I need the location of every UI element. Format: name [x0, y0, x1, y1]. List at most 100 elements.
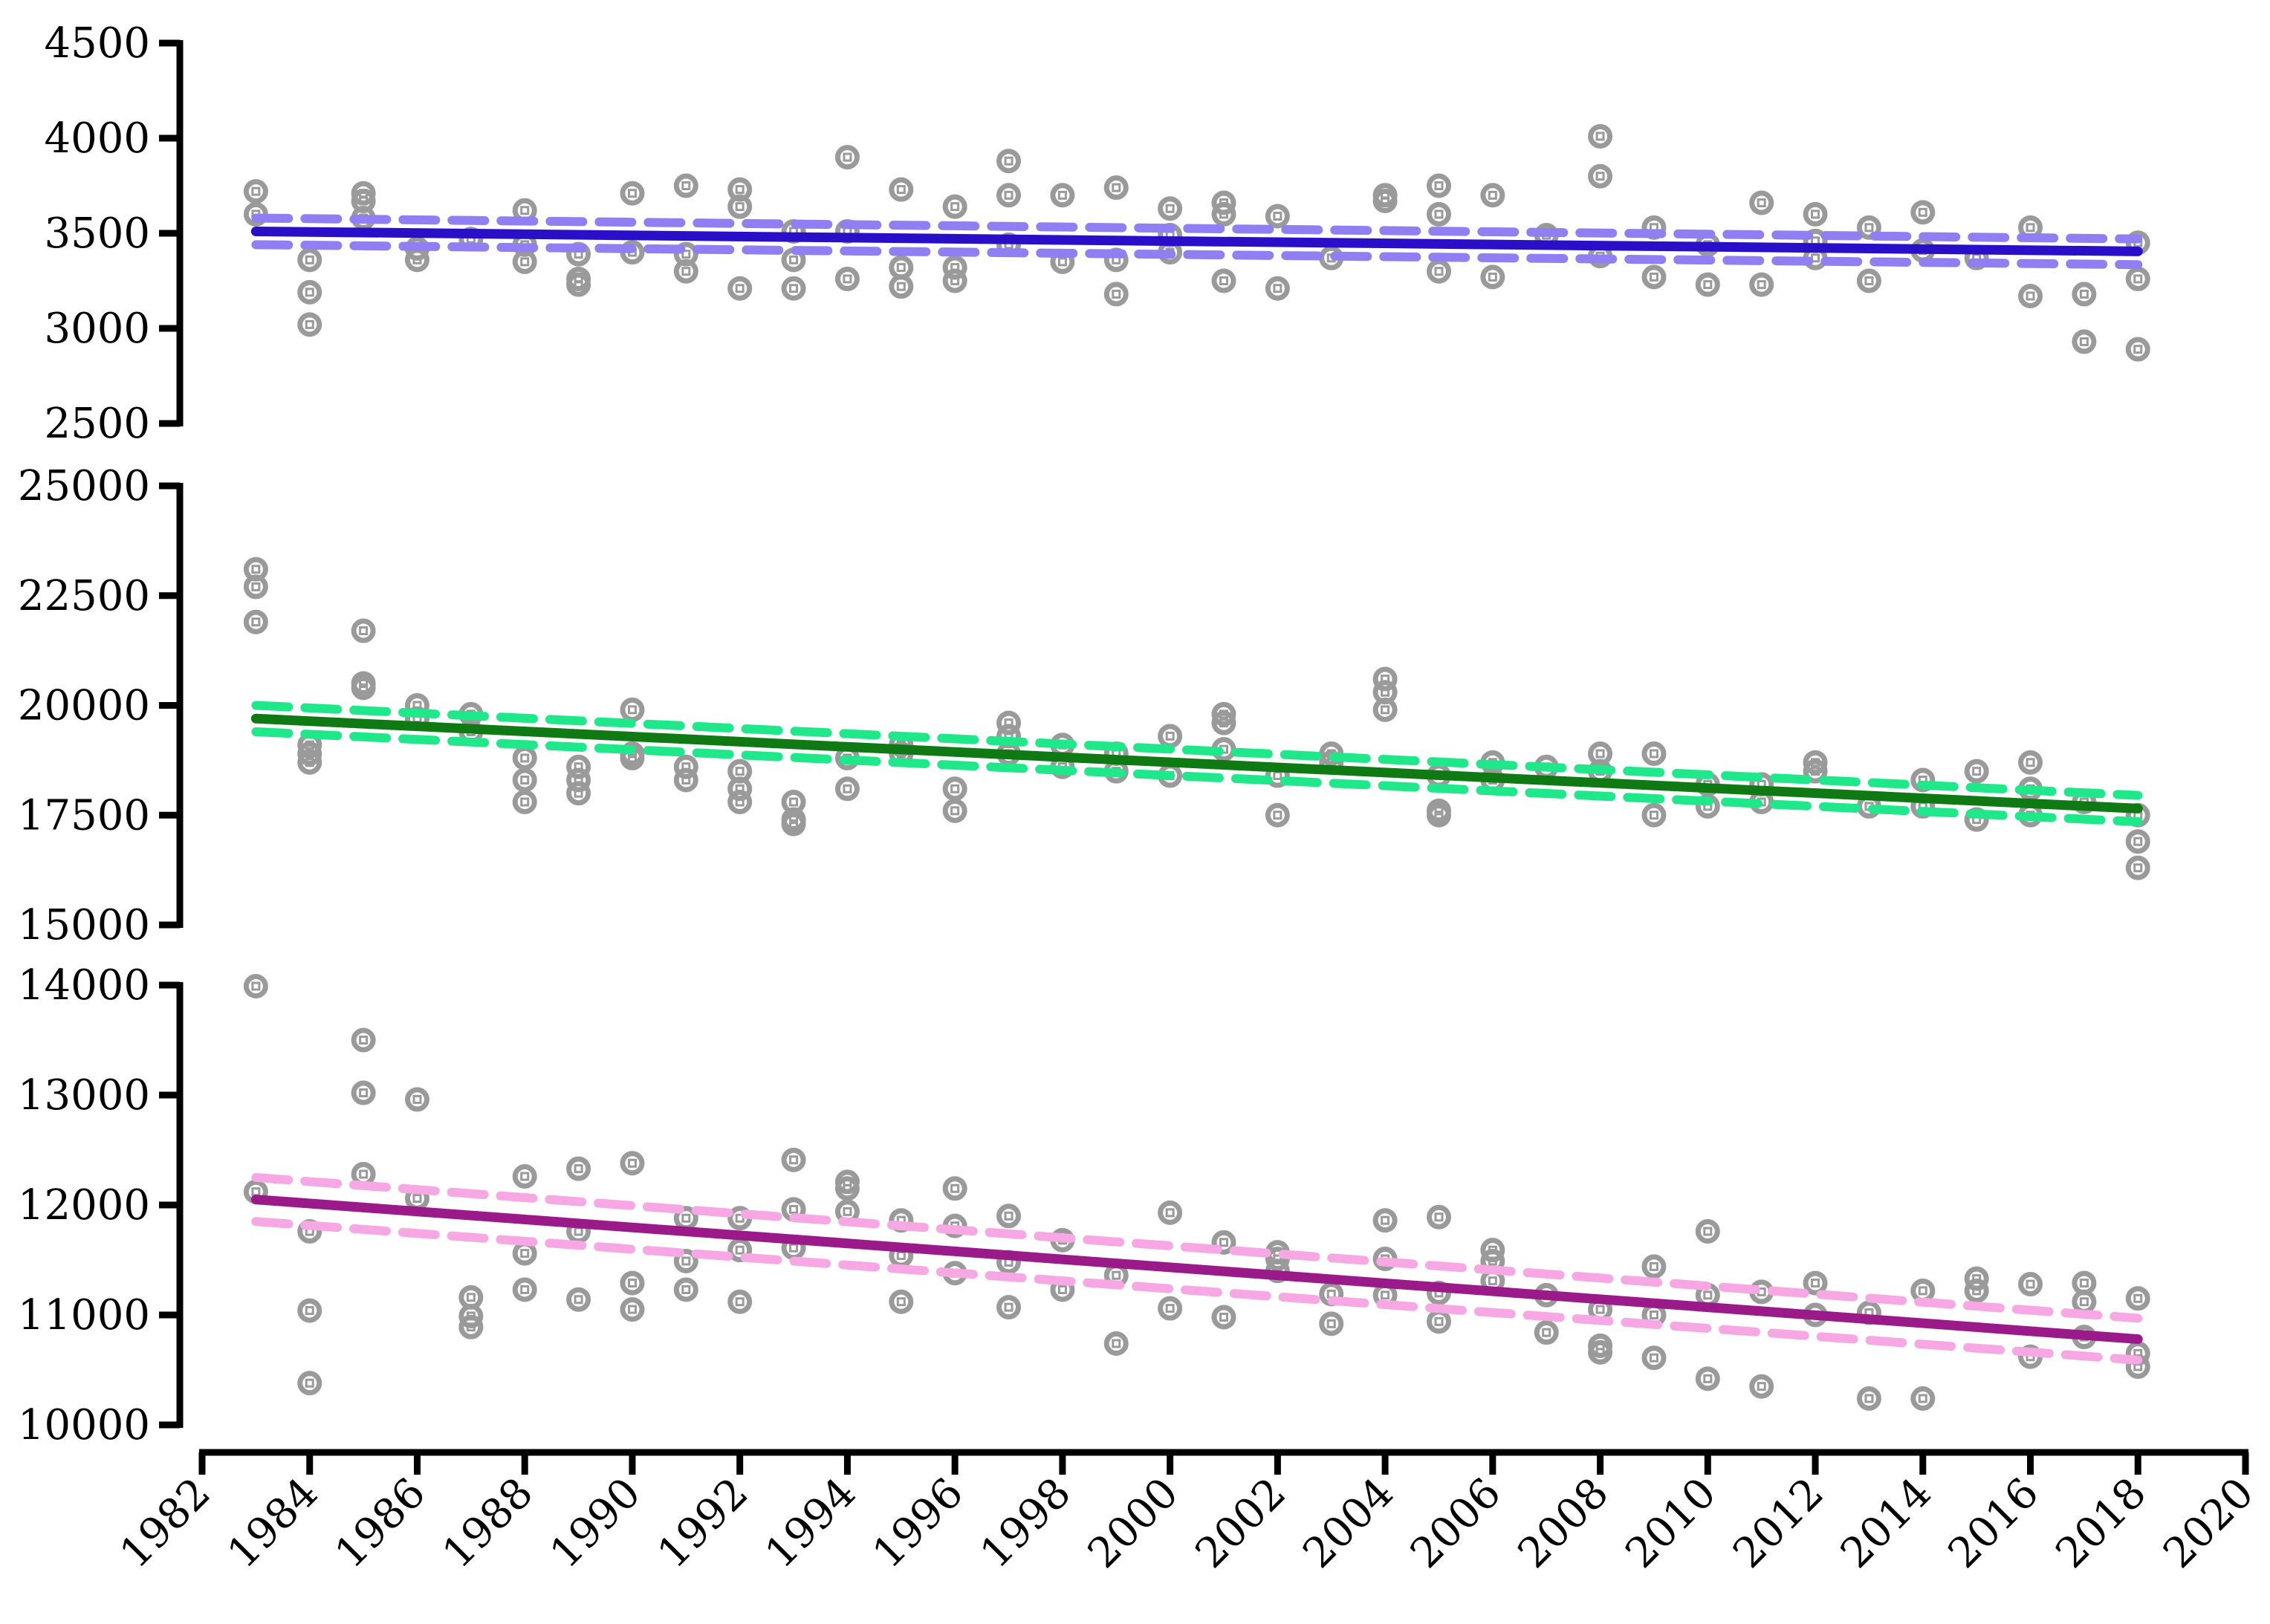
- data-point: [620, 1297, 645, 1322]
- x-tick-label: 1996: [863, 1469, 973, 1578]
- data-point: [942, 798, 967, 823]
- data-point: [512, 1164, 537, 1189]
- data-point: [512, 1241, 537, 1266]
- data-point: [889, 1289, 914, 1314]
- data-point: [297, 312, 322, 337]
- data-point: [1158, 1200, 1183, 1225]
- x-tick-label: 1986: [326, 1469, 435, 1578]
- x-tick-label: 2020: [2154, 1469, 2263, 1578]
- y-tick-label: 3000: [44, 305, 150, 353]
- x-tick-label: 2000: [1079, 1469, 1188, 1578]
- data-point: [566, 1156, 591, 1181]
- x-tick-label: 1998: [971, 1469, 1080, 1578]
- data-point: [942, 776, 967, 802]
- data-point: [2125, 266, 2150, 291]
- y-tick-label: 11000: [18, 1291, 150, 1339]
- data-point: [1803, 1270, 1828, 1296]
- data-point: [458, 1314, 484, 1339]
- data-point: [673, 259, 698, 284]
- x-tick-label: 2002: [1187, 1469, 1296, 1578]
- data-point: [297, 247, 322, 273]
- data-point: [1372, 697, 1398, 722]
- data-point: [620, 181, 645, 206]
- x-tick-label: 2006: [1401, 1469, 1511, 1578]
- data-point: [2018, 283, 2043, 308]
- x-tick-label: 2014: [1832, 1469, 1941, 1578]
- data-point: [620, 1270, 645, 1296]
- data-point: [1641, 741, 1667, 767]
- data-point: [1426, 259, 1451, 284]
- x-tick-label: 1994: [756, 1469, 866, 1578]
- data-point: [243, 179, 268, 204]
- data-point: [1265, 802, 1290, 828]
- data-point: [1856, 268, 1881, 293]
- x-tick-label: 2018: [2046, 1469, 2156, 1578]
- y-tick-label: 4000: [44, 114, 150, 163]
- y-tick-label: 10000: [18, 1401, 150, 1449]
- data-point: [297, 1298, 322, 1323]
- panel-1: 2500 3000 3500 4000 4500: [44, 19, 2150, 448]
- data-point: [566, 1287, 591, 1312]
- data-point: [512, 767, 537, 793]
- data-point: [1803, 201, 1828, 227]
- x-tick-label: 1984: [218, 1469, 328, 1578]
- data-point: [727, 790, 753, 815]
- x-axis: 1982198419861988199019921994199619982000…: [111, 1449, 2263, 1578]
- data-point: [2125, 1286, 2150, 1311]
- data-point: [1641, 802, 1667, 828]
- data-point: [1426, 173, 1451, 198]
- data-point: [1910, 1278, 1936, 1303]
- data-point: [673, 1248, 698, 1273]
- data-point: [1910, 200, 1936, 225]
- y-tick-label: 2500: [44, 400, 150, 448]
- data-point: [512, 1277, 537, 1302]
- data-point: [1103, 282, 1129, 307]
- data-point: [351, 675, 376, 701]
- x-tick-label: 1982: [111, 1469, 220, 1578]
- data-point: [1480, 264, 1505, 290]
- data-point: [1641, 264, 1667, 290]
- data-point: [512, 790, 537, 815]
- y-tick-label: 15000: [18, 901, 150, 949]
- data-point: [1641, 1345, 1667, 1371]
- data-point: [1211, 1230, 1236, 1255]
- data-point: [1319, 1311, 1344, 1336]
- data-point: [1372, 1208, 1398, 1233]
- data-point: [351, 1027, 376, 1053]
- data-point: [512, 745, 537, 770]
- data-point: [1534, 1320, 1559, 1345]
- y-tick-label: 22500: [18, 572, 150, 620]
- y-tick-label: 13000: [18, 1071, 150, 1120]
- data-point: [1910, 1386, 1936, 1411]
- data-point: [297, 750, 322, 775]
- data-point: [297, 1371, 322, 1396]
- data-point: [1211, 201, 1236, 227]
- x-tick-label: 2008: [1509, 1469, 1618, 1578]
- data-point: [1803, 759, 1828, 784]
- data-point: [1588, 163, 1613, 189]
- data-point: [1856, 215, 1881, 240]
- data-point: [1211, 1305, 1236, 1330]
- data-point: [1964, 1278, 1989, 1303]
- data-point: [781, 811, 806, 837]
- data-point: [834, 776, 860, 802]
- data-point: [889, 274, 914, 299]
- data-point: [1588, 1339, 1613, 1365]
- y-tick-label: 17500: [18, 791, 150, 839]
- data-point: [2018, 750, 2043, 775]
- trend-line: [250, 226, 2143, 256]
- data-point: [1749, 272, 1774, 297]
- data-point: [727, 194, 753, 219]
- ci-upper-line: [251, 1173, 2143, 1323]
- data-point: [1050, 183, 1075, 208]
- data-point: [1158, 196, 1183, 221]
- x-tick-label: 1990: [541, 1469, 650, 1578]
- data-point: [1372, 188, 1398, 213]
- data-point: [1426, 1204, 1451, 1230]
- data-point: [673, 173, 698, 198]
- data-point: [996, 1295, 1022, 1320]
- y-tick-label: 12000: [18, 1181, 150, 1230]
- trend-line: [250, 713, 2143, 813]
- data-point: [243, 574, 268, 600]
